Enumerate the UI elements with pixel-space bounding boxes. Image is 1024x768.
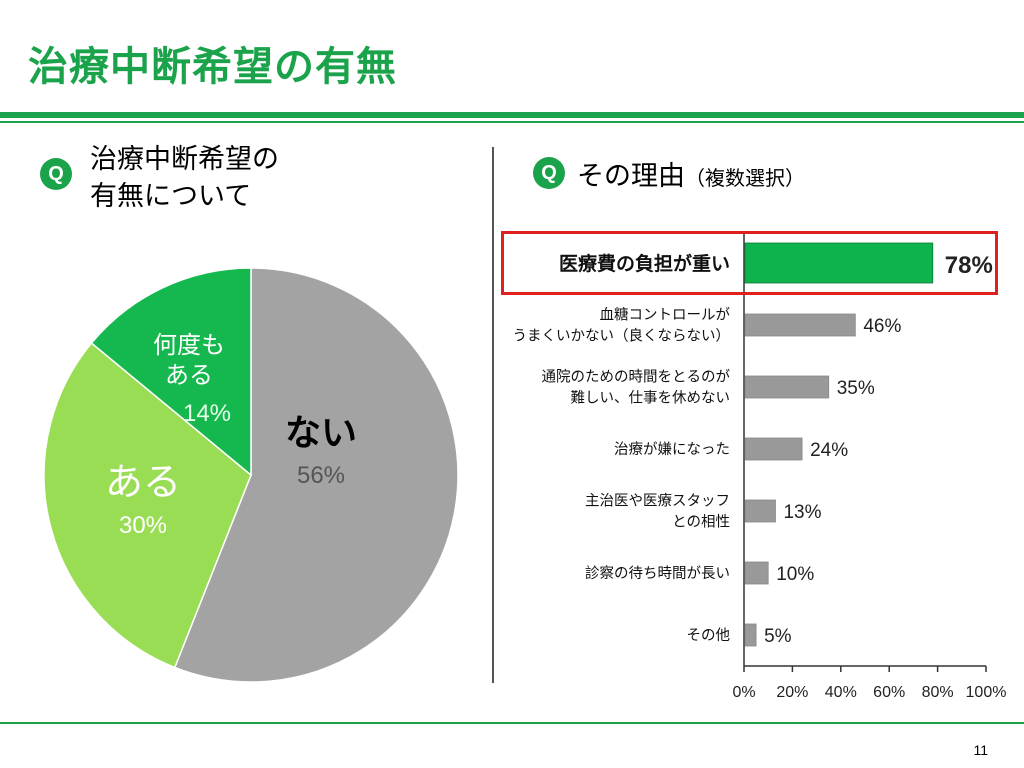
bar-value-label-5: 10% — [776, 564, 814, 585]
left-question-text: 治療中断希望の 有無について — [90, 141, 279, 215]
page-number: 11 — [973, 742, 988, 758]
bar-2 — [744, 375, 830, 399]
top-reason-highlight — [501, 231, 998, 295]
bar-category-label-3: 治療が嫌になった — [614, 441, 730, 458]
bar-chart: 0% 20% 40% 60% 80% 100% 78% 医療費の負担が重い 46% 血糖コントロー… — [513, 231, 1007, 701]
pie-label-name-0: ない — [285, 413, 357, 454]
pie-label-0: ない 56% — [285, 413, 357, 489]
bar-x-tick-label-0: 0% — [732, 684, 755, 701]
question-badge-right: Q — [533, 157, 565, 189]
right-question-main: その理由 — [577, 161, 685, 192]
pie-slice-0 — [173, 267, 459, 683]
bar-category-label-1: 血糖コントロールが — [600, 307, 731, 324]
left-question-line1: 治療中断希望の — [90, 144, 279, 175]
bar-x-tick-label-5: 100% — [966, 684, 1007, 701]
pie-label-value-1: 30% — [119, 512, 167, 539]
pie-label-1: ある 30% — [105, 460, 181, 539]
column-divider — [492, 147, 494, 683]
bar-1 — [744, 313, 856, 337]
slide-title: 治療中断希望の有無 — [28, 44, 397, 90]
bar-value-label-6: 5% — [764, 626, 792, 647]
footer-rule — [0, 722, 1024, 724]
title-rule-thick — [0, 112, 1024, 118]
pie-label-name-2: ある — [165, 361, 213, 389]
bar-category-label-1: うまくいかない（良くならない） — [513, 328, 731, 345]
bar-6 — [744, 623, 757, 647]
pie-label-value-2: 14% — [183, 400, 231, 427]
bar-3 — [744, 437, 803, 461]
pie-slice-1 — [43, 341, 252, 669]
question-badge-left: Q — [40, 158, 72, 190]
bar-category-label-2: 難しい、仕事を休めない — [571, 390, 731, 407]
bar-x-tick-label-3: 60% — [873, 684, 905, 701]
bar-x-tick-label-4: 80% — [922, 684, 954, 701]
bar-5 — [744, 561, 769, 585]
pie-label-name-1: ある — [105, 460, 181, 504]
bar-value-label-0: 78% — [945, 252, 993, 279]
left-question-line2: 有無について — [90, 181, 252, 212]
title-rule-thin — [0, 121, 1024, 123]
bar-value-label-1: 46% — [863, 316, 901, 337]
bar-4 — [744, 499, 776, 523]
bar-category-label-2: 通院のための時間をとるのが — [542, 369, 731, 386]
right-question-note: （複数選択） — [685, 166, 805, 190]
bar-category-label-5: 診察の待ち時間が長い — [585, 564, 730, 582]
pie-slice-2 — [90, 267, 252, 477]
bar-value-label-2: 35% — [837, 378, 875, 399]
pie-label-value-0: 56% — [297, 462, 345, 489]
bar-category-label-0: 医療費の負担が重い — [559, 252, 730, 275]
bar-x-tick-label-1: 20% — [776, 684, 808, 701]
bar-value-label-3: 24% — [810, 440, 848, 461]
bar-category-label-4: 主治医や医療スタッフ — [585, 493, 730, 510]
pie-label-name-2: 何度も — [153, 331, 225, 359]
bar-x-tick-label-2: 40% — [825, 684, 857, 701]
bar-category-label-6: その他 — [687, 627, 731, 644]
right-question-text: その理由（複数選択） — [577, 158, 805, 197]
bar-0 — [744, 242, 934, 284]
bar-value-label-4: 13% — [783, 502, 821, 523]
bar-category-label-4: との相性 — [672, 514, 730, 531]
